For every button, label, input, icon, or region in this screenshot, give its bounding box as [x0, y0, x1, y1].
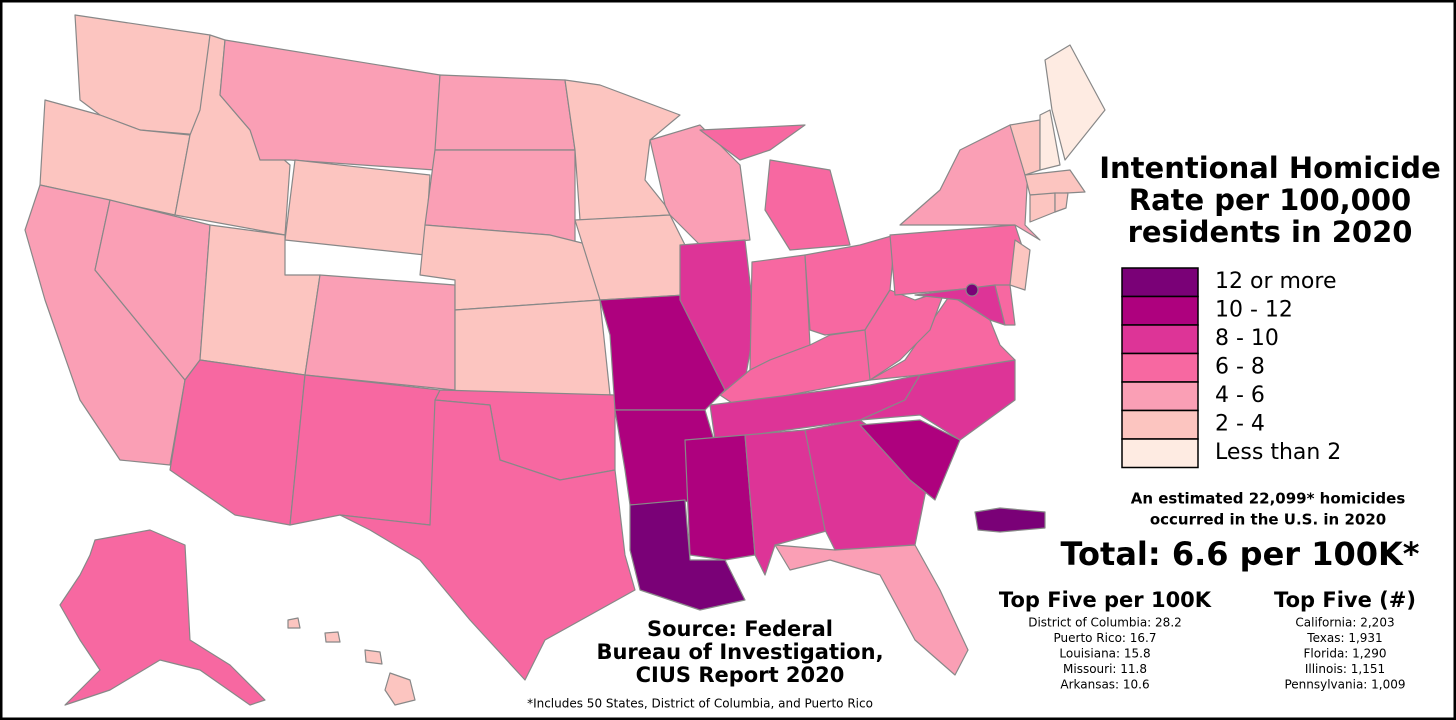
map-title: Intentional Homicide — [1099, 151, 1441, 185]
region — [629, 499, 746, 611]
legend-swatch — [1121, 438, 1199, 469]
list-item: Puerto Rico: 16.7 — [1054, 631, 1157, 645]
region — [1024, 169, 1086, 196]
region — [684, 434, 756, 561]
list-heading: Top Five (#) — [1274, 588, 1416, 612]
list-item: Texas: 1,931 — [1306, 631, 1382, 645]
list-item: Missouri: 11.8 — [1063, 662, 1147, 676]
region — [1009, 239, 1031, 291]
legend-label: 6 - 8 — [1215, 355, 1265, 380]
legend-swatch — [1121, 409, 1199, 440]
legend-label: 10 - 12 — [1215, 298, 1293, 323]
region — [764, 159, 851, 251]
region — [287, 617, 301, 629]
region — [434, 74, 576, 151]
footnote: *Includes 50 States, District of Columbi… — [527, 697, 873, 711]
legend-swatch — [1121, 295, 1199, 326]
legend-swatch — [1121, 267, 1199, 298]
list-heading: Top Five per 100K — [999, 588, 1212, 612]
region — [1054, 192, 1069, 213]
legend-label: 4 - 6 — [1215, 383, 1265, 408]
region — [719, 329, 891, 406]
estimate-note: occurred in the U.S. in 2020 — [1150, 511, 1386, 529]
legend-swatch — [1121, 324, 1199, 355]
source: Source: Federal — [647, 617, 833, 641]
list-item: Arkansas: 10.6 — [1060, 678, 1149, 692]
region — [869, 294, 1016, 381]
legend-swatch — [1121, 352, 1199, 383]
region — [564, 79, 681, 221]
region — [1039, 109, 1061, 171]
region — [289, 374, 441, 526]
states — [24, 14, 1106, 706]
region — [324, 631, 341, 643]
region — [774, 544, 969, 676]
list-item: Florida: 1,290 — [1303, 647, 1386, 661]
legend-label: 8 - 10 — [1215, 326, 1279, 351]
region — [859, 359, 1016, 441]
region — [59, 529, 266, 706]
estimate-note: An estimated 22,099* homicides — [1131, 490, 1406, 508]
map-title: Rate per 100,000 — [1129, 183, 1411, 217]
region — [699, 124, 806, 161]
legend-label: 12 or more — [1215, 269, 1336, 294]
region — [339, 399, 636, 681]
list-item: Illinois: 1,151 — [1305, 662, 1385, 676]
map-title: residents in 2020 — [1128, 215, 1413, 249]
region — [364, 649, 383, 665]
legend-label: Less than 2 — [1215, 440, 1341, 465]
list-item: Louisiana: 15.8 — [1059, 647, 1150, 661]
region — [994, 284, 1016, 326]
region — [284, 159, 431, 256]
list-item: Pennsylvania: 1,009 — [1284, 678, 1405, 692]
region — [859, 419, 961, 501]
list-item: California: 2,203 — [1295, 616, 1394, 630]
source: CIUS Report 2020 — [636, 663, 845, 687]
region — [1044, 44, 1106, 161]
region — [304, 274, 456, 391]
list-item: District of Columbia: 28.2 — [1028, 616, 1182, 630]
legend-swatch — [1121, 381, 1199, 412]
total: Total: 6.6 per 100K* — [1060, 535, 1419, 573]
source: Bureau of Investigation, — [596, 640, 883, 664]
region — [974, 507, 1046, 533]
region — [965, 283, 979, 297]
region — [914, 284, 1006, 326]
region — [384, 672, 416, 706]
legend-label: 2 - 4 — [1215, 412, 1265, 437]
region — [454, 299, 611, 396]
